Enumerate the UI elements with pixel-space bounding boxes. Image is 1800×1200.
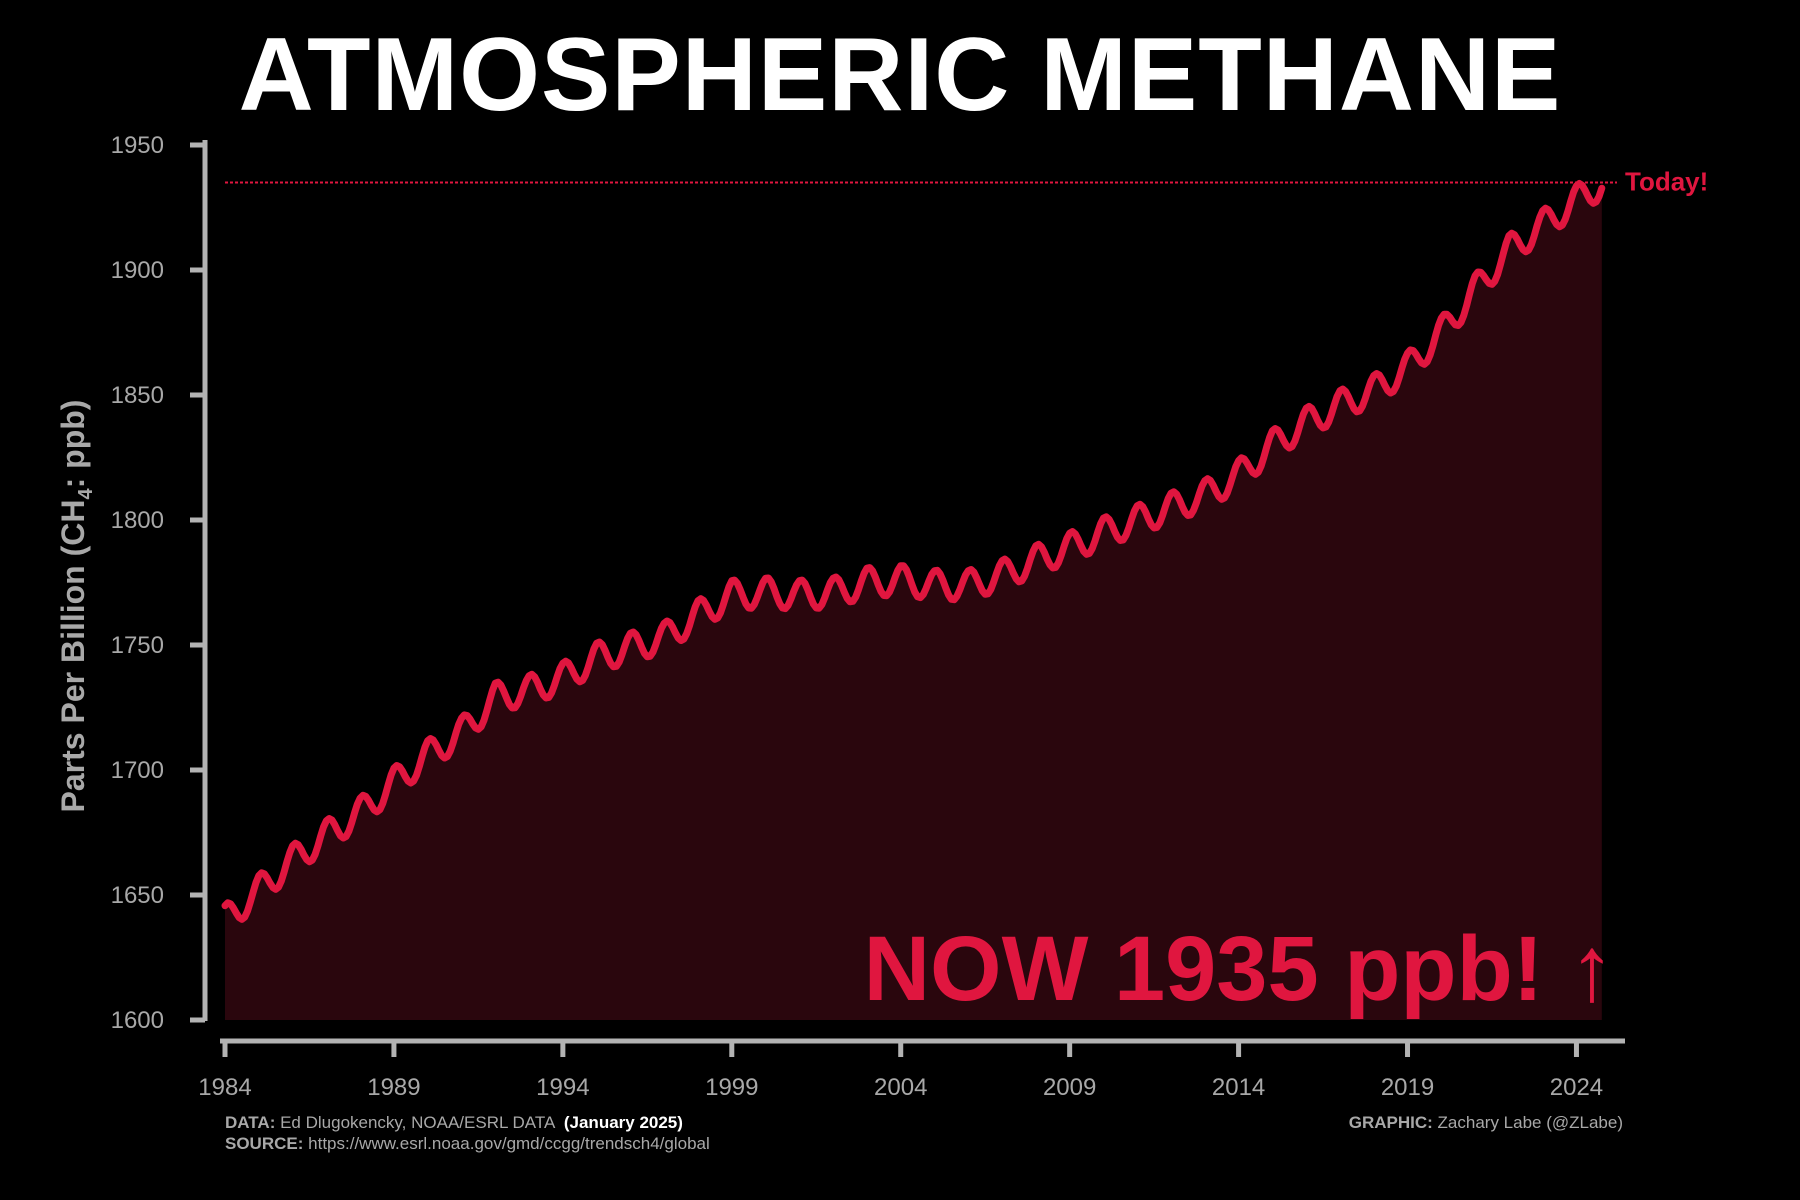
- y-tick-label: 1600: [111, 1007, 164, 1034]
- x-tick-label: 2004: [874, 1074, 927, 1101]
- chart-area-fill: [225, 183, 1602, 1020]
- x-tick-label: 2014: [1212, 1074, 1265, 1101]
- x-tick-label: 1999: [705, 1074, 758, 1101]
- x-tick-label: 2009: [1043, 1074, 1096, 1101]
- footer-source-line: SOURCE: https://www.esrl.noaa.gov/gmd/cc…: [225, 1134, 710, 1154]
- chart-axes: [202, 140, 1625, 1044]
- page-title: ATMOSPHERIC METHANE: [238, 17, 1562, 133]
- y-tick-label: 1650: [111, 882, 164, 909]
- y-tick-label: 1750: [111, 632, 164, 659]
- footer-data-text: Ed Dlugokencky, NOAA/ESRL DATA: [280, 1113, 555, 1132]
- ylabel-suffix: : ppb): [55, 400, 91, 489]
- x-tick-label: 2019: [1381, 1074, 1434, 1101]
- y-tick-label: 1850: [111, 382, 164, 409]
- ylabel-subscript: 4: [75, 488, 97, 500]
- footer-data-date: (January 2025): [563, 1113, 683, 1132]
- y-axis-label: Parts Per Billion (CH4: ppb): [55, 400, 97, 813]
- now-value-annotation: NOW 1935 ppb! ↑: [864, 918, 1615, 1020]
- y-axis-ticks: 1600 1650 1700 1750 1800 1850 1900 1950: [111, 132, 205, 1034]
- today-label: Today!: [1625, 167, 1708, 197]
- chart-series-line: [221, 180, 1606, 923]
- svg-text:Parts Per Billion (CH4: ppb): Parts Per Billion (CH4: ppb): [55, 400, 97, 813]
- footer-data-line: DATA: Ed Dlugokencky, NOAA/ESRL DATA (Ja…: [225, 1113, 683, 1133]
- x-tick-label: 1994: [536, 1074, 589, 1101]
- footer-graphic-text: Zachary Labe (@ZLabe): [1437, 1113, 1623, 1132]
- chart-annotations: Today! NOW 1935 ppb! ↑: [864, 167, 1709, 1021]
- y-tick-label: 1950: [111, 132, 164, 159]
- y-tick-label: 1700: [111, 757, 164, 784]
- footer-data-label: DATA:: [225, 1113, 276, 1132]
- y-tick-label: 1800: [111, 507, 164, 534]
- series-line-path: [221, 180, 1606, 923]
- area-fill-path: [225, 183, 1602, 1020]
- y-tick-label: 1900: [111, 257, 164, 284]
- x-tick-label: 1984: [198, 1074, 251, 1101]
- x-tick-label: 2024: [1550, 1074, 1603, 1101]
- x-axis-ticks: 1984 1989 1994 1999 2004 2009 2014 2019 2024: [198, 1041, 1603, 1101]
- footer-source-url: https://www.esrl.noaa.gov/gmd/ccgg/trend…: [308, 1134, 710, 1153]
- footer-graphic-label: GRAPHIC:: [1348, 1113, 1433, 1132]
- x-tick-label: 1989: [367, 1074, 420, 1101]
- footer-graphic-line: GRAPHIC: Zachary Labe (@ZLabe): [1349, 1113, 1623, 1133]
- ylabel-prefix: Parts Per Billion (CH: [55, 500, 91, 813]
- footer-source-label: SOURCE:: [225, 1134, 304, 1153]
